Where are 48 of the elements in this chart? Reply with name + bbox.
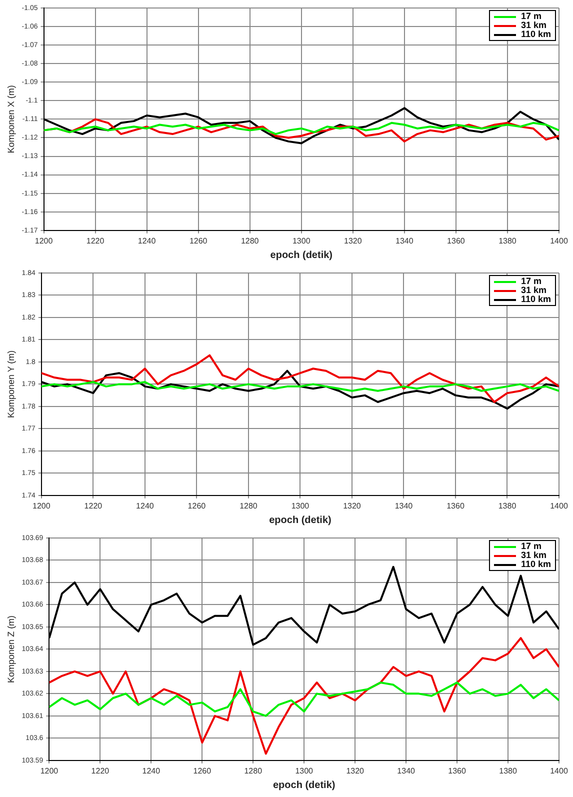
x-tick-label: 1280 — [244, 766, 263, 776]
legend-label: 31 km — [521, 285, 547, 295]
x-tick-label: 1380 — [498, 236, 517, 246]
x-tick-label: 1220 — [86, 236, 105, 246]
x-tick-label: 1300 — [291, 501, 310, 510]
legend-label: 17 m — [521, 541, 542, 551]
x-tick-label: 1300 — [295, 766, 314, 776]
legend-label: 110 km — [521, 29, 552, 39]
x-tick-label: 1360 — [446, 501, 465, 510]
x-tick-label: 1200 — [32, 501, 51, 510]
x-tick-label: 1360 — [448, 766, 466, 776]
x-tick-label: 1320 — [343, 501, 362, 510]
x-tick-label: 1220 — [84, 501, 103, 510]
x-tick-label: 1380 — [499, 766, 518, 776]
x-axis-title: epoch (detik) — [269, 514, 332, 526]
x-tick-label: 1220 — [91, 766, 110, 776]
x-tick-label: 1240 — [138, 236, 156, 246]
x-tick-label: 1400 — [550, 236, 568, 246]
x-tick-label: 1320 — [346, 766, 365, 776]
x-tick-label: 1200 — [34, 236, 54, 246]
x-tick-label: 1280 — [240, 501, 258, 510]
x-tick-label: 1240 — [142, 766, 161, 776]
legend-label: 110 km — [521, 294, 552, 304]
x-tick-label: 1260 — [189, 236, 208, 246]
x-tick-label: 1240 — [136, 501, 154, 510]
legend-label: 31 km — [521, 550, 547, 560]
y-axis-title: Komponen Z (m) — [6, 615, 16, 683]
y-axis-title: Komponen Y (m) — [6, 350, 16, 418]
legend-label: 17 m — [521, 11, 542, 21]
x-tick-label: 1340 — [396, 236, 414, 246]
legend-label: 110 km — [521, 559, 552, 569]
y-axis-title: Komponen X (m) — [6, 85, 16, 154]
x-tick-label: 1320 — [344, 236, 362, 246]
x-tick-label: 1340 — [394, 501, 414, 510]
legend-label: 17 m — [521, 276, 542, 286]
x-tick-label: 1280 — [240, 236, 260, 246]
x-axis-title: epoch (detik) — [272, 780, 336, 791]
x-tick-label: 1260 — [188, 501, 206, 510]
x-tick-label: 1360 — [447, 236, 466, 246]
x-tick-label: 1260 — [193, 766, 212, 776]
x-tick-label: 1340 — [397, 766, 416, 776]
x-tick-label: 1300 — [292, 236, 311, 246]
x-tick-label: 1200 — [40, 766, 59, 776]
x-axis-title: epoch (detik) — [270, 250, 332, 261]
x-tick-label: 1400 — [550, 766, 568, 776]
legend-label: 31 km — [521, 20, 547, 30]
x-tick-label: 1400 — [550, 501, 568, 510]
x-tick-label: 1380 — [498, 501, 517, 510]
